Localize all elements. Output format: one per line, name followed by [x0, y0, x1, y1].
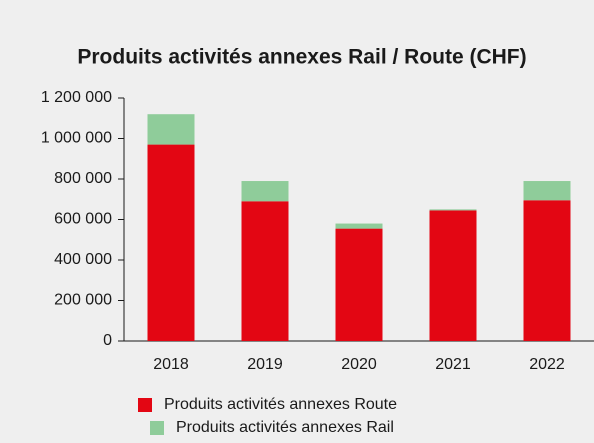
bar [241, 201, 289, 341]
x-tick-label: 2022 [529, 356, 565, 373]
y-tick-label: 200 000 [54, 292, 112, 309]
bar [147, 144, 195, 341]
y-tick-label: 1 000 000 [41, 130, 112, 147]
bar [523, 181, 571, 201]
bar [335, 228, 383, 341]
bar [523, 200, 571, 341]
bar [241, 181, 289, 202]
y-tick-label: 1 200 000 [41, 89, 112, 106]
y-tick-label: 0 [103, 332, 112, 349]
chart-title: Produits activités annexes Rail / Route … [77, 46, 526, 69]
x-tick-label: 2018 [153, 356, 189, 373]
bar [335, 223, 383, 229]
x-tick-label: 2019 [247, 356, 283, 373]
x-tick-label: 2020 [341, 356, 377, 373]
bar [429, 210, 477, 341]
legend-swatch [138, 398, 152, 412]
legend-label: Produits activités annexes Route [164, 396, 397, 413]
bar [429, 209, 477, 211]
bar [147, 114, 195, 145]
y-tick-label: 800 000 [54, 170, 112, 187]
x-tick-label: 2021 [435, 356, 471, 373]
legend-swatch [150, 421, 164, 435]
y-tick-label: 600 000 [54, 211, 112, 228]
y-tick-label: 400 000 [54, 251, 112, 268]
legend-label: Produits activités annexes Rail [176, 419, 394, 436]
